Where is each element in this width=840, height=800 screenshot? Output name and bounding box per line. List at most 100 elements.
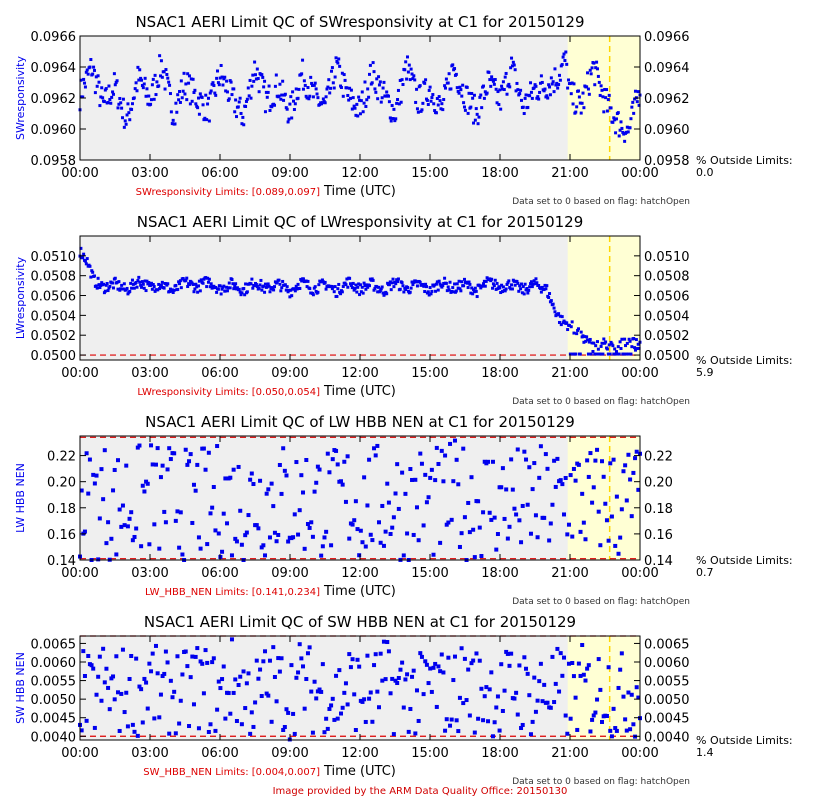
- limits-label: SW_HBB_NEN Limits: [0.004,0.007]: [143, 767, 320, 778]
- data-point: [119, 524, 124, 529]
- data-point: [273, 84, 277, 88]
- data-point: [85, 257, 89, 261]
- data-point: [339, 479, 344, 484]
- data-point: [352, 692, 357, 697]
- y-tick-label-left: 0.0958: [31, 154, 77, 169]
- y-tick-label-left: 0.16: [47, 528, 76, 543]
- data-point: [419, 109, 423, 113]
- data-point: [249, 282, 253, 286]
- data-point: [208, 91, 212, 95]
- data-point: [378, 289, 382, 293]
- data-point: [117, 280, 121, 284]
- data-point: [456, 729, 461, 734]
- data-point: [386, 649, 391, 654]
- data-point: [587, 340, 591, 344]
- data-point: [388, 531, 393, 536]
- data-point: [509, 651, 514, 656]
- data-point: [418, 280, 422, 284]
- data-point: [155, 80, 159, 84]
- data-point: [499, 662, 504, 667]
- data-point: [292, 99, 296, 103]
- x-tick-label: 21:00: [551, 566, 588, 581]
- data-point: [388, 116, 392, 120]
- data-point: [167, 446, 172, 451]
- data-point: [571, 466, 576, 471]
- data-point: [120, 647, 125, 652]
- data-point: [633, 89, 637, 93]
- data-point: [144, 680, 149, 685]
- data-point: [512, 279, 516, 283]
- data-point: [130, 107, 134, 111]
- data-point: [495, 694, 500, 699]
- data-point: [455, 86, 459, 90]
- data-point: [553, 681, 558, 686]
- data-point: [112, 697, 117, 702]
- data-point: [162, 286, 166, 290]
- data-point: [543, 283, 547, 287]
- data-point: [297, 642, 302, 647]
- data-point: [221, 83, 225, 87]
- data-point: [136, 65, 140, 69]
- data-point: [110, 95, 114, 99]
- data-point: [606, 98, 610, 102]
- data-point: [196, 106, 200, 110]
- data-point: [293, 289, 297, 293]
- data-point: [556, 86, 560, 90]
- data-point: [348, 665, 353, 670]
- data-point: [394, 117, 398, 121]
- data-point: [590, 717, 595, 722]
- chart-title: NSAC1 AERI Limit QC of LW HBB NEN at C1 …: [145, 413, 575, 431]
- data-point: [366, 87, 370, 91]
- data-point: [509, 66, 513, 70]
- data-point: [385, 292, 389, 296]
- data-point: [381, 86, 385, 90]
- data-point: [448, 441, 453, 446]
- data-point: [324, 716, 329, 721]
- data-point: [172, 288, 176, 292]
- data-point: [222, 284, 226, 288]
- data-point: [274, 539, 279, 544]
- y-axis-label: LWresponsivity: [14, 256, 27, 339]
- data-point: [629, 692, 634, 697]
- data-point: [204, 93, 208, 97]
- data-point: [401, 553, 406, 558]
- data-point: [381, 291, 385, 295]
- data-point: [472, 555, 477, 560]
- data-point: [160, 674, 165, 679]
- data-point: [271, 645, 276, 650]
- y-tick-label-left: 0.0506: [31, 290, 77, 305]
- data-point: [286, 539, 291, 544]
- data-point: [629, 514, 634, 519]
- data-point: [178, 279, 182, 283]
- data-point: [608, 461, 613, 466]
- data-point: [548, 705, 553, 710]
- data-point: [196, 535, 201, 540]
- data-point: [228, 79, 232, 83]
- data-point: [85, 68, 89, 72]
- data-point: [196, 726, 201, 731]
- data-point: [436, 461, 441, 466]
- data-point: [223, 75, 227, 79]
- data-point: [396, 506, 401, 511]
- data-point: [117, 102, 121, 106]
- data-point: [410, 72, 414, 76]
- data-point: [379, 287, 383, 291]
- data-point: [365, 98, 369, 102]
- data-point: [336, 61, 340, 65]
- data-point: [423, 290, 427, 294]
- data-point: [282, 468, 287, 473]
- data-point: [255, 67, 259, 71]
- data-point: [266, 487, 271, 492]
- data-point: [598, 687, 603, 692]
- data-point: [606, 352, 610, 356]
- data-point: [444, 281, 448, 285]
- data-point: [396, 280, 400, 284]
- data-point: [208, 511, 213, 516]
- data-point: [182, 71, 186, 75]
- data-point: [415, 87, 419, 91]
- data-point: [96, 74, 100, 78]
- data-point: [127, 676, 132, 681]
- data-point: [177, 98, 181, 102]
- data-point: [569, 325, 573, 329]
- data-point: [423, 659, 428, 664]
